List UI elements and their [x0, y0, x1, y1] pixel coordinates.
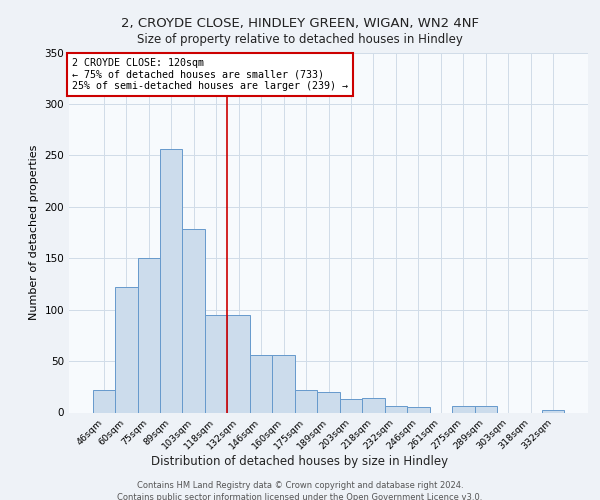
Bar — [115, 287, 137, 412]
Text: Distribution of detached houses by size in Hindley: Distribution of detached houses by size … — [151, 455, 449, 468]
Bar — [182, 230, 205, 412]
Bar — [317, 392, 340, 412]
Bar — [362, 398, 385, 412]
Text: Contains public sector information licensed under the Open Government Licence v3: Contains public sector information licen… — [118, 492, 482, 500]
Bar — [542, 410, 565, 412]
Bar — [205, 315, 227, 412]
Bar — [340, 399, 362, 412]
Bar — [475, 406, 497, 412]
Bar — [385, 406, 407, 412]
Bar — [250, 355, 272, 412]
Bar — [295, 390, 317, 412]
Bar — [272, 355, 295, 412]
Bar — [160, 149, 182, 412]
Text: 2, CROYDE CLOSE, HINDLEY GREEN, WIGAN, WN2 4NF: 2, CROYDE CLOSE, HINDLEY GREEN, WIGAN, W… — [121, 18, 479, 30]
Bar — [227, 315, 250, 412]
Y-axis label: Number of detached properties: Number of detached properties — [29, 145, 39, 320]
Text: 2 CROYDE CLOSE: 120sqm
← 75% of detached houses are smaller (733)
25% of semi-de: 2 CROYDE CLOSE: 120sqm ← 75% of detached… — [71, 58, 347, 91]
Bar — [137, 258, 160, 412]
Bar — [452, 406, 475, 412]
Bar — [407, 408, 430, 412]
Text: Size of property relative to detached houses in Hindley: Size of property relative to detached ho… — [137, 32, 463, 46]
Text: Contains HM Land Registry data © Crown copyright and database right 2024.: Contains HM Land Registry data © Crown c… — [137, 481, 463, 490]
Bar — [92, 390, 115, 412]
